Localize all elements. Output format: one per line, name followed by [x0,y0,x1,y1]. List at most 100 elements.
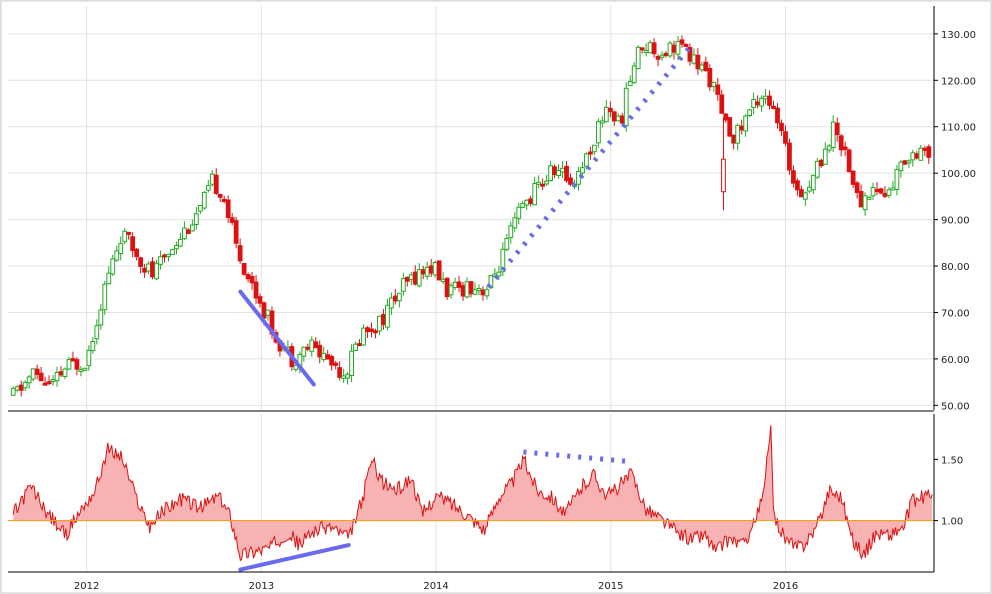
candle-down [818,159,824,167]
candle-up [464,281,470,298]
candle-up [476,288,482,292]
candle-down [731,134,737,144]
candle-down [233,220,239,244]
candle-down [404,276,410,282]
candle-up [862,195,868,211]
candle-up [866,196,872,200]
candle-up [122,230,128,243]
price-y-tick-label: 130.00 [941,30,976,41]
candle-up [548,165,554,182]
candle-up [388,297,394,309]
candle-down [130,236,136,251]
candle-down [313,341,319,349]
price-panel-background [8,6,934,410]
candle-up [472,289,478,295]
candle-down [834,122,840,136]
candle-down [456,281,462,288]
candle-down [854,182,860,193]
candle-down [46,381,52,385]
candle-up [448,285,454,296]
candle-down [58,371,64,376]
candle-up [106,272,112,285]
x-tick-label: 2014 [423,581,448,592]
candle-up [806,186,812,192]
candle-down [134,248,140,258]
candle-down [245,274,251,280]
candle-up [14,386,20,391]
candle-up [643,49,649,53]
candle-up [584,153,589,167]
candle-up [158,256,163,265]
candle-up [432,262,438,276]
candle-down [926,146,932,158]
candle-up [408,274,414,280]
candle-down [365,327,370,333]
x-tick-label: 2015 [598,581,623,592]
candle-up [10,388,16,396]
candle-down [420,269,426,275]
candle-down [787,142,792,171]
candle-up [504,237,510,250]
price-grid [8,6,934,410]
candle-down [253,281,259,299]
price-trendline-solid [238,289,316,387]
candle-down [162,254,167,258]
candle-up [118,243,124,255]
candle-up [631,65,637,84]
candle-down [663,52,669,56]
candle-down [261,302,267,319]
candle-up [353,343,358,351]
candle-up [301,346,307,357]
candle-down [568,177,573,185]
candle-down [611,111,617,122]
candle-down [552,166,557,176]
candle-up [814,160,820,178]
candle-up [532,182,538,206]
candle-up [452,281,458,289]
candle-up [890,187,896,191]
candle-up [623,87,629,127]
candle-down [70,358,76,362]
candle-up [170,249,175,255]
candle-down [607,107,613,113]
price-y-tick-label: 120.00 [941,76,976,87]
candle-up [205,185,211,191]
candle-down [791,170,796,184]
candle-down [225,199,231,219]
candle-down [412,271,418,285]
candle-up [321,352,327,360]
candle-down [138,257,144,267]
candle-up [178,239,183,247]
candle-up [691,54,697,64]
candle-down [34,368,40,375]
candle-up [667,42,673,57]
candle-up [560,167,565,173]
candle-up [894,169,900,190]
candle-down [357,343,362,347]
candle-down [126,231,132,235]
candle-down [727,117,733,137]
candle-up [743,115,749,132]
candle-up [146,263,151,272]
candle-up [22,381,28,389]
candle-up [345,373,350,379]
candle-down [444,277,450,298]
candle-up [592,144,597,153]
candle-down [480,289,486,296]
candle-up [193,213,199,225]
candle-down [38,372,44,382]
candle-up [197,205,203,212]
candle-up [544,180,550,185]
candle-down [564,165,569,182]
price-y-tick-label: 70.00 [941,308,970,319]
candle-down [723,113,729,121]
x-axis-labels: 2012 2013 2014 2015 2016 [74,581,798,592]
candle-up [898,161,904,172]
candle-down [695,54,701,70]
candle-up [182,227,187,240]
candle-down [679,39,685,45]
candle-up [735,124,741,144]
candle-up [54,372,60,382]
candle-down [842,146,848,150]
candle-down [739,125,745,131]
